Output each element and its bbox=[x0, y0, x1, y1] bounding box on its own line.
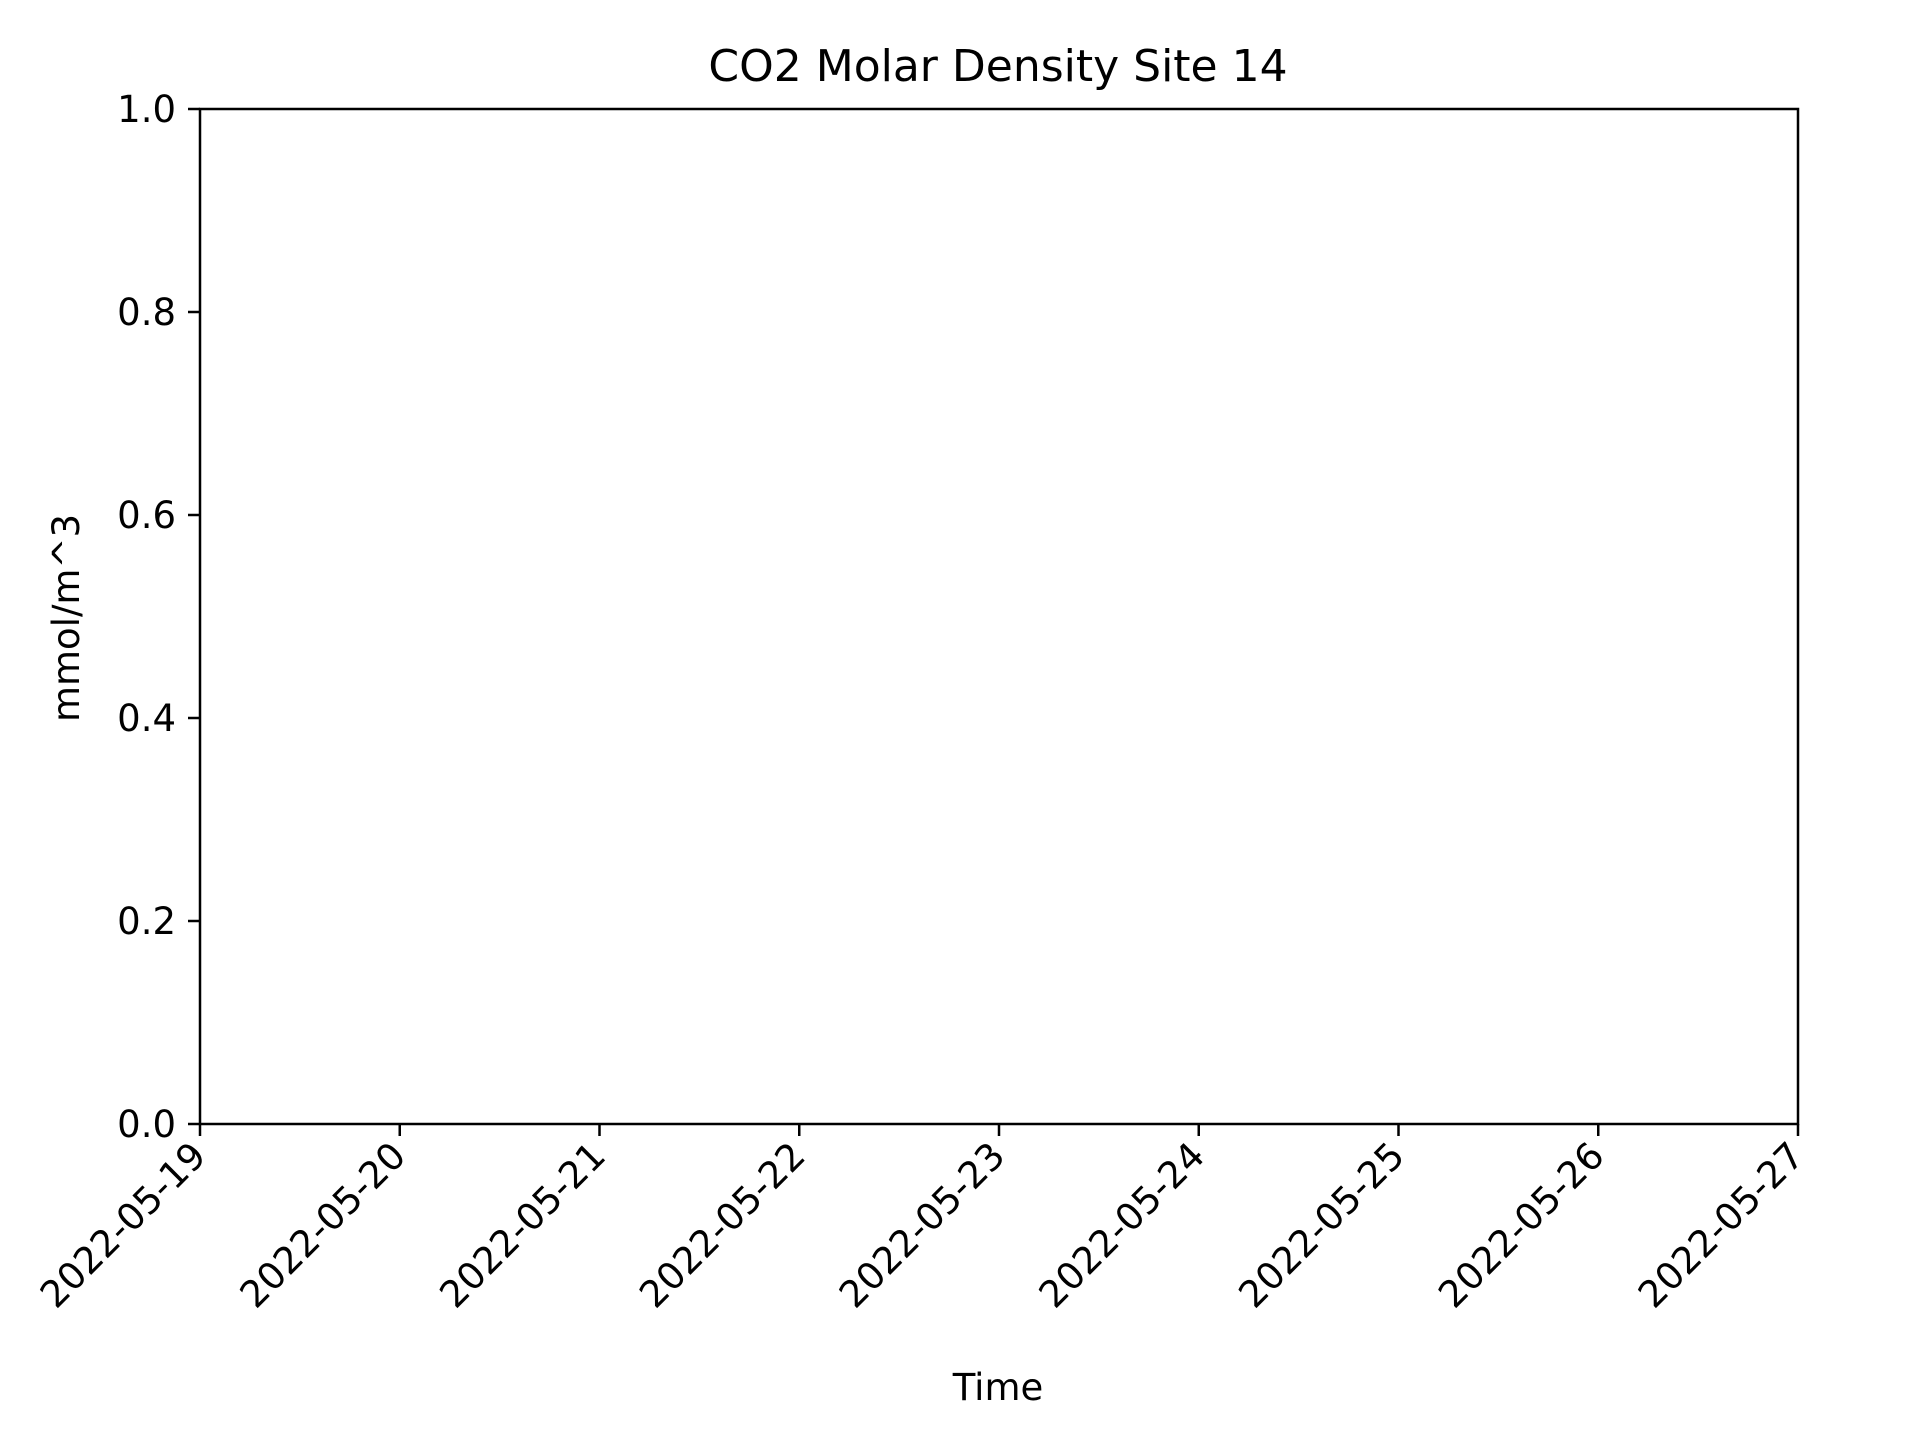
y-tick-label: 0.4 bbox=[117, 697, 176, 740]
chart-title: CO2 Molar Density Site 14 bbox=[708, 41, 1287, 92]
y-tick-label: 0.2 bbox=[117, 900, 176, 943]
y-tick-label: 0.0 bbox=[117, 1103, 176, 1146]
x-axis-label: Time bbox=[952, 1366, 1044, 1409]
y-tick-label: 0.8 bbox=[117, 291, 176, 334]
y-tick-label: 0.6 bbox=[117, 494, 176, 537]
y-axis-label: mmol/m^3 bbox=[45, 514, 88, 722]
y-axis: 0.0 0.2 0.4 0.6 0.8 1.0 bbox=[117, 88, 200, 1146]
y-tick-label: 1.0 bbox=[117, 88, 176, 131]
